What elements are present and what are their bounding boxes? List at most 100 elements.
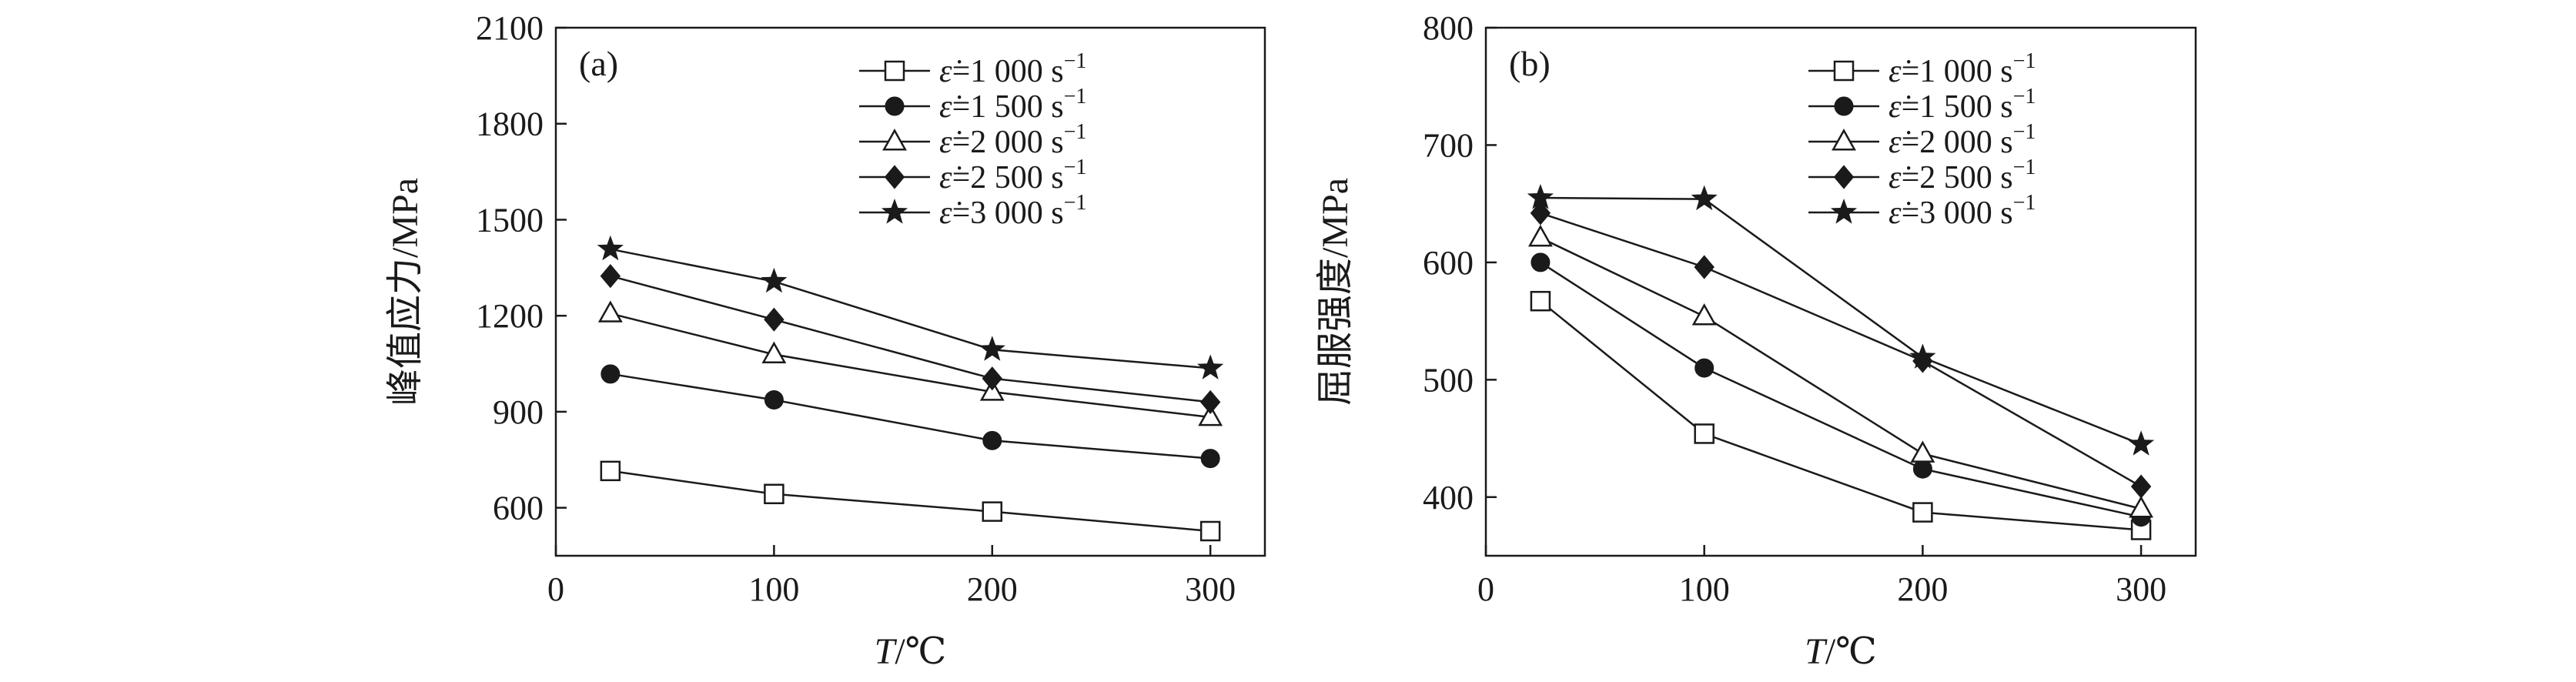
data-point (600, 264, 621, 289)
legend-item: ε̇=1 500 s−1 (859, 85, 1086, 125)
legend-item: ε̇=2 500 s−1 (1808, 155, 2036, 196)
y-tick-label: 500 (1423, 361, 1474, 399)
data-point (1531, 252, 1551, 272)
data-point (1530, 290, 1551, 312)
x-axis-variable: T (1805, 631, 1828, 672)
legend-marker (1833, 165, 1855, 189)
x-axis-unit: /℃ (895, 631, 946, 672)
legend-label: ε̇=1 000 s−1 (1889, 49, 2036, 89)
data-point (982, 501, 1003, 522)
legend-item: ε̇=1 000 s−1 (1808, 49, 2036, 89)
legend-label: ε̇=2 500 s−1 (939, 155, 1086, 196)
panel-label: (b) (1509, 44, 1551, 83)
y-tick-label: 900 (493, 393, 544, 431)
y-tick-label: 1800 (476, 105, 544, 143)
x-tick-label: 300 (1185, 570, 1236, 608)
legend-superscript: −1 (1064, 191, 1087, 215)
legend-rate: =1 000 s (952, 54, 1064, 89)
legend-superscript: −1 (2013, 155, 2036, 179)
data-point (1530, 201, 1551, 226)
data-point (1912, 502, 1933, 523)
chart-panel-b: 0 100 200 300 400 500 600 700 800 T/℃ 屈服强度/MPa (b) ε… (1315, 9, 2197, 672)
series-line (1540, 236, 2142, 510)
y-axis-title: 屈服强度/MPa (1315, 178, 1356, 406)
data-point (601, 364, 621, 384)
plot-frame (1484, 26, 2197, 557)
data-point (1527, 184, 1554, 209)
y-tick-label: 2100 (476, 9, 544, 47)
legend-rate: =2 500 s (952, 160, 1064, 196)
data-point (597, 300, 623, 323)
legend-item: ε̇=2 500 s−1 (859, 155, 1086, 196)
data-point (764, 307, 785, 332)
series-line (1540, 300, 2142, 531)
series-line (610, 248, 1211, 369)
legend-rate: =1 500 s (1902, 89, 2013, 125)
legend-marker (885, 96, 905, 116)
x-tick-label: 0 (547, 570, 564, 608)
series-line (610, 313, 1211, 419)
data-point (764, 390, 784, 410)
data-point (1691, 303, 1717, 326)
data-point (1197, 354, 1224, 379)
series-1 (600, 460, 1221, 542)
legend-superscript: −1 (2013, 85, 2036, 109)
data-point (1200, 449, 1220, 469)
data-point (761, 267, 788, 293)
x-axis-variable: T (875, 631, 898, 672)
data-point (1694, 358, 1715, 378)
series-4 (600, 264, 1221, 415)
data-point (1527, 224, 1553, 247)
series-line (1540, 261, 2142, 518)
legend-label: ε̇=2 000 s−1 (939, 120, 1086, 160)
series-line (610, 275, 1211, 403)
legend-superscript: −1 (1064, 85, 1087, 109)
x-tick-label: 300 (2116, 570, 2166, 608)
legend-item: ε̇=2 000 s−1 (859, 120, 1086, 160)
data-point (2130, 474, 2152, 499)
data-point (1909, 343, 1936, 369)
legend-item: ε̇=1 000 s−1 (859, 49, 1086, 89)
plot-frame (554, 26, 1266, 557)
series-line (610, 470, 1211, 533)
data-point (982, 366, 1002, 391)
series-3 (597, 300, 1223, 426)
data-point (1198, 404, 1223, 426)
series-1 (1530, 290, 2152, 540)
x-axis-title: T/℃ (875, 631, 947, 672)
legend-superscript: −1 (1064, 120, 1087, 144)
legend-superscript: −1 (2013, 120, 2036, 144)
legend-label: ε̇=3 000 s−1 (1889, 191, 2036, 231)
legend-marker (884, 165, 905, 189)
legend-superscript: −1 (2013, 191, 2036, 215)
legend-marker (884, 60, 905, 82)
legend-label: ε̇=2 000 s−1 (1889, 120, 2036, 160)
data-point (761, 341, 787, 363)
series-line (1540, 212, 2142, 488)
x-axis-unit: /℃ (1825, 631, 1877, 672)
legend-superscript: −1 (2013, 49, 2036, 73)
chart-panel-a: 0 100 200 300 600 900 1200 1500 1800 2100 T/℃ 峰值应力/… (385, 9, 1266, 672)
legend-rate: =2 000 s (1902, 125, 2013, 160)
legend-superscript: −1 (1064, 49, 1087, 73)
legend-item: ε̇=3 000 s−1 (859, 191, 1086, 231)
data-point (1199, 389, 1221, 415)
legend-marker (881, 199, 908, 224)
data-point (1199, 520, 1221, 542)
legend-marker (1833, 60, 1855, 82)
y-axis-title: 峰值应力/MPa (385, 178, 426, 406)
legend-rate: =3 000 s (1902, 196, 2013, 231)
x-tick-label: 200 (1897, 570, 1948, 608)
series-line (610, 373, 1211, 460)
legend-superscript: −1 (1064, 155, 1087, 179)
legend-item: ε̇=3 000 s−1 (1808, 191, 2036, 231)
series-4 (1530, 201, 2152, 499)
panel-label: (a) (579, 44, 618, 83)
legend-marker (1832, 129, 1856, 151)
data-point (2129, 496, 2154, 518)
data-point (1694, 255, 1715, 279)
y-tick-label: 800 (1423, 9, 1474, 47)
legend-label: ε̇=2 500 s−1 (1889, 155, 2036, 196)
x-axis-title: T/℃ (1805, 631, 1877, 672)
